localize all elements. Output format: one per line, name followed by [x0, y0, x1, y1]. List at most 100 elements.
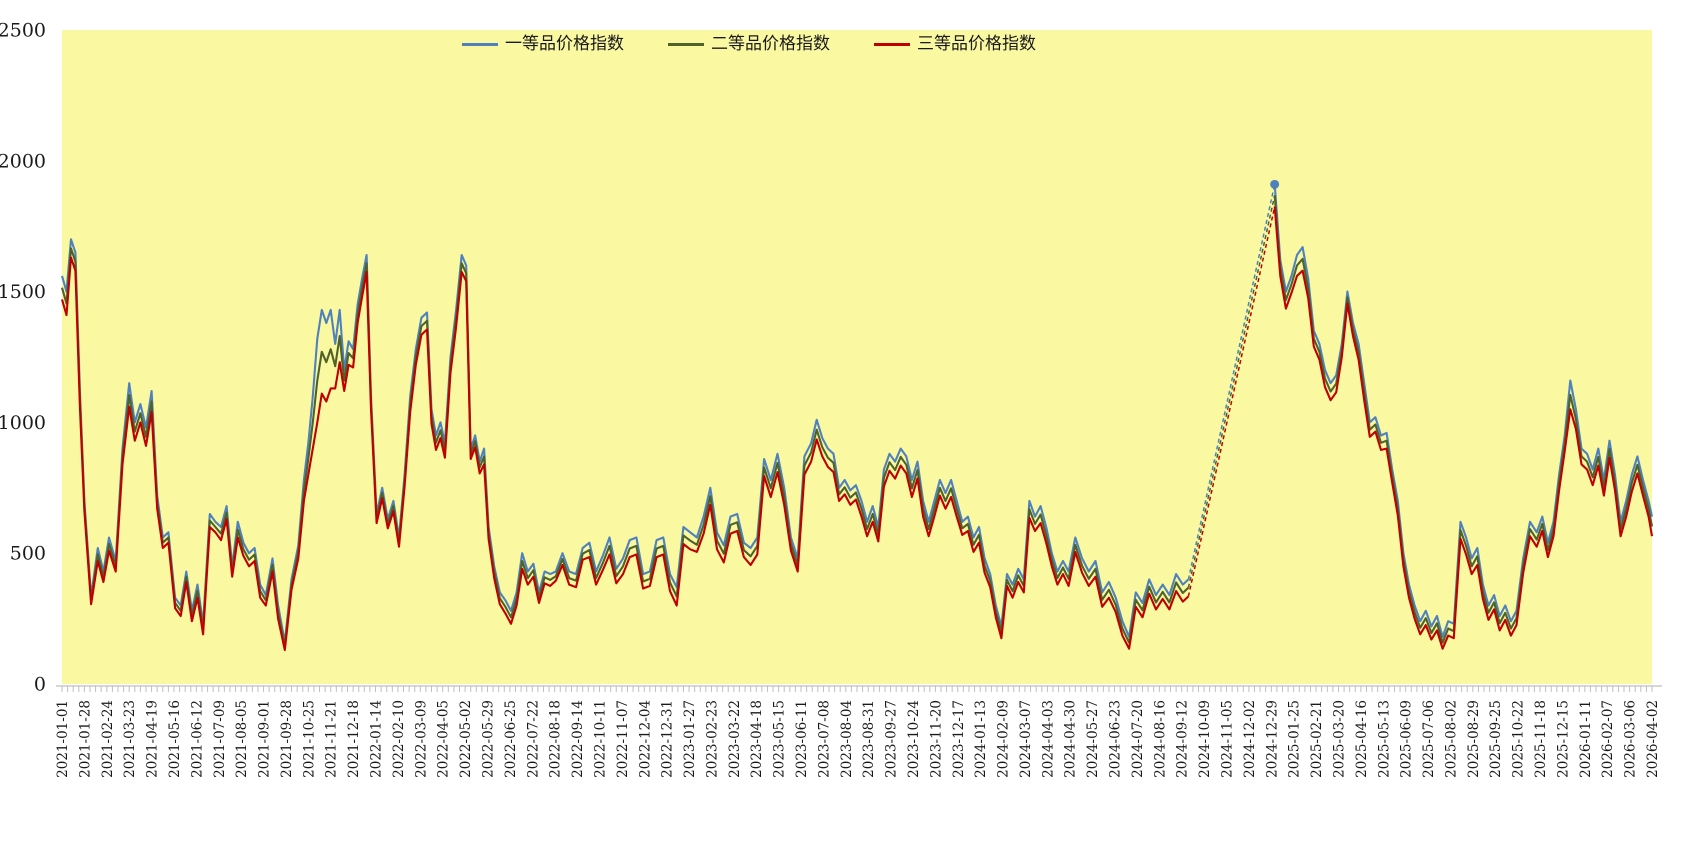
series-line-dashed-gap-2: [1187, 195, 1276, 588]
x-tick-label: 2024-12-29: [1264, 700, 1280, 778]
x-tick-label: 2021-01-01: [55, 700, 71, 778]
x-tick-label: 2022-05-02: [458, 700, 474, 778]
legend-line-swatch-grade2: [668, 43, 704, 46]
x-tick-label: 2021-07-09: [212, 700, 228, 778]
x-tick-label: 2021-01-28: [77, 700, 93, 778]
x-tick-label: 2024-05-27: [1085, 700, 1101, 778]
x-tick-label: 2023-02-23: [704, 700, 720, 778]
legend-item-grade3: 三等品价格指数: [874, 36, 1036, 53]
x-tick-label: 2026-01-11: [1578, 700, 1594, 778]
x-tick-label: 2022-12-04: [637, 700, 653, 778]
x-tick-label: 2022-08-18: [548, 700, 564, 778]
series-line-solid-b-2: [1273, 195, 1654, 644]
x-tick-label: 2025-03-20: [1331, 700, 1347, 778]
y-tick-label: 0: [34, 674, 46, 696]
x-tick-label: 2021-11-21: [324, 700, 340, 778]
legend-line-swatch-grade1: [462, 43, 498, 46]
x-tick-label: 2024-06-23: [1108, 700, 1124, 778]
x-tick-label: 2022-03-09: [413, 700, 429, 778]
legend-label-grade3: 三等品价格指数: [917, 34, 1036, 54]
x-tick-label: 2024-09-12: [1175, 700, 1191, 778]
x-tick-label: 2025-10-22: [1511, 700, 1527, 778]
x-tick-label: 2022-09-14: [570, 700, 586, 778]
x-tick-label: 2023-11-20: [928, 700, 944, 778]
y-tick-label: 1000: [0, 412, 46, 434]
x-tick-label: 2024-02-09: [996, 700, 1012, 778]
y-tick-label: 1500: [0, 281, 46, 303]
x-tick-label: 2021-12-18: [346, 700, 362, 778]
series-line-solid-a-3: [60, 256, 1190, 652]
x-tick-label: 2023-04-18: [749, 700, 765, 778]
x-tick-label: 2025-04-16: [1354, 700, 1370, 778]
x-tick-label: 2024-08-16: [1152, 700, 1168, 778]
x-tick-label: 2022-04-05: [436, 700, 452, 778]
x-tick-label: 2025-12-15: [1555, 700, 1571, 778]
legend-item-grade1: 一等品价格指数: [462, 36, 624, 53]
x-tick-label: 2024-01-13: [973, 700, 989, 778]
series-line-solid-a-1: [60, 238, 1190, 644]
chart-legend: 一等品价格指数 二等品价格指数 三等品价格指数: [462, 36, 1036, 53]
x-tick-label: 2022-11-07: [615, 700, 631, 778]
x-tick-label: 2023-06-11: [794, 700, 810, 778]
x-tick-label: 2025-05-13: [1376, 700, 1392, 778]
legend-item-grade2: 二等品价格指数: [668, 36, 830, 53]
x-tick-label: 2021-08-05: [234, 700, 250, 778]
x-tick-label: 2026-03-06: [1623, 700, 1639, 778]
x-tick-label: 2023-07-08: [816, 700, 832, 778]
x-tick-label: 2021-06-12: [189, 700, 205, 778]
x-tick-label: 2025-11-18: [1533, 700, 1549, 778]
x-tick-label: 2026-04-02: [1645, 700, 1661, 778]
x-tick-label: 2023-01-27: [682, 700, 698, 778]
y-tick-label: 2500: [0, 20, 46, 42]
x-tick-label: 2022-06-25: [503, 700, 519, 778]
x-tick-label: 2023-05-15: [772, 700, 788, 778]
x-tick-label: 2025-09-25: [1488, 700, 1504, 778]
x-tick-label: 2025-08-29: [1466, 700, 1482, 778]
x-tick-label: 2021-09-01: [257, 700, 273, 778]
x-tick-label: 2025-08-02: [1443, 700, 1459, 778]
x-tick-label: 2021-04-19: [145, 700, 161, 778]
series-line-solid-b-3: [1273, 206, 1654, 650]
legend-line-swatch-grade3: [874, 43, 910, 46]
x-tick-label: 2024-04-03: [1040, 700, 1056, 778]
x-tick-label: 2022-02-10: [391, 700, 407, 778]
x-tick-label: 2022-12-31: [660, 700, 676, 778]
x-tick-label: 2025-01-25: [1287, 700, 1303, 778]
x-tick-label: 2024-11-05: [1220, 700, 1236, 778]
x-tick-label: 2021-02-24: [100, 700, 116, 778]
x-tick-label: 2022-05-29: [480, 700, 496, 778]
x-tick-label: 2025-07-06: [1421, 700, 1437, 778]
x-tick-label: 2023-09-27: [884, 700, 900, 778]
x-tick-label: 2021-10-25: [301, 700, 317, 778]
x-tick-label: 2021-03-23: [122, 700, 138, 778]
y-tick-label: 500: [10, 543, 46, 565]
x-tick-label: 2021-05-16: [167, 700, 183, 778]
x-tick-label: 2024-04-30: [1063, 700, 1079, 778]
series-line-dashed-gap-3: [1187, 206, 1276, 597]
series-line-solid-a-2: [60, 247, 1190, 648]
y-tick-label: 2000: [0, 150, 46, 172]
x-tick-label: 2023-10-24: [906, 700, 922, 778]
legend-label-grade1: 一等品价格指数: [505, 34, 624, 54]
x-tick-label: 2025-06-09: [1399, 700, 1415, 778]
x-tick-label: 2024-12-02: [1242, 700, 1258, 778]
x-tick-label: 2022-01-14: [369, 700, 385, 778]
x-tick-label: 2022-10-11: [592, 700, 608, 778]
x-tick-label: 2024-07-20: [1130, 700, 1146, 778]
x-tick-label: 2022-07-22: [525, 700, 541, 778]
series-line-solid-b-1: [1273, 184, 1654, 638]
x-tick-label: 2023-03-22: [727, 700, 743, 778]
x-tick-label: 2023-12-17: [951, 700, 967, 778]
x-tick-label: 2023-08-31: [861, 700, 877, 778]
x-tick-label: 2024-10-09: [1197, 700, 1213, 778]
legend-label-grade2: 二等品价格指数: [711, 34, 830, 54]
x-tick-label: 2025-02-21: [1309, 700, 1325, 778]
series-line-dashed-gap-1: [1187, 184, 1276, 580]
plot-area-bg: [62, 30, 1652, 684]
x-tick-label: 2021-09-28: [279, 700, 295, 778]
peak-marker: [1270, 179, 1280, 189]
x-tick-label: 2023-08-04: [839, 700, 855, 778]
x-tick-label: 2024-03-07: [1018, 700, 1034, 778]
